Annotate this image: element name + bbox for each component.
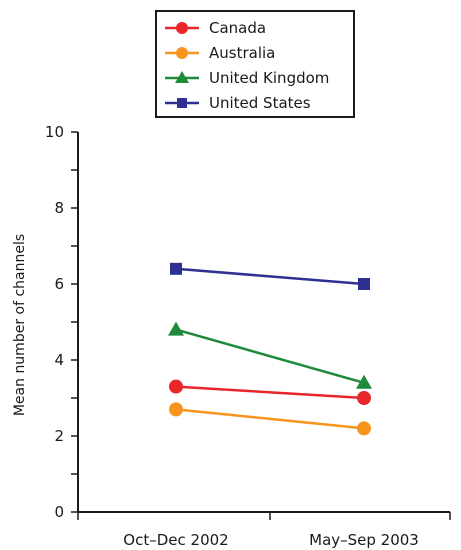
data-point-canada [169,379,183,394]
chart-axes [77,132,450,513]
data-point-australia [169,402,183,417]
legend-swatch-marker [176,47,188,59]
series-markers [168,262,372,436]
y-axis-title: Mean number of channels [12,234,28,416]
legend-label: Canada [209,19,267,37]
y-tick-label: 6 [54,275,64,293]
data-point-canada [357,391,371,405]
legend-item-canada: Canada [163,16,266,40]
legend-label: United States [209,94,311,112]
data-point-united-kingdom [168,321,184,336]
data-point-australia [357,421,371,436]
legend-item-united-kingdom: United Kingdom [163,66,329,90]
series-line-australia [175,408,365,430]
legend-swatch-united-kingdom [165,71,199,83]
y-tick-label: 2 [54,427,64,445]
legend-swatch-marker [176,22,188,34]
series-line-united-states [175,267,365,286]
series-line-united-kingdom [175,328,365,385]
y-tick-label: 8 [54,199,64,217]
series-line-canada [175,385,365,400]
legend-label: United Kingdom [209,69,330,87]
legend: Canada Australia United Kingdom United Stat… [155,10,355,118]
legend-item-australia: Australia [163,41,275,65]
legend-swatch-marker [175,71,189,83]
y-tick-label: 0 [54,503,64,521]
y-tick-label: 10 [45,123,64,141]
legend-swatch-united-states [165,98,199,108]
legend-swatch-marker [177,98,187,108]
series-lines [175,267,365,430]
legend-swatch-australia [165,47,199,59]
y-axis-ticks: 0 2 4 6 8 10 Oct–Dec 2002 May–Sep 2003 [45,123,451,549]
legend-item-united-states: United States [163,91,311,115]
data-point-united-states [358,278,370,290]
y-tick-label: 4 [54,351,64,369]
x-tick-label: Oct–Dec 2002 [123,531,228,549]
data-point-united-states [170,262,182,275]
legend-label: Australia [209,44,276,62]
data-point-united-kingdom [356,374,372,389]
x-tick-label: May–Sep 2003 [309,531,419,549]
legend-swatch-canada [165,22,199,34]
